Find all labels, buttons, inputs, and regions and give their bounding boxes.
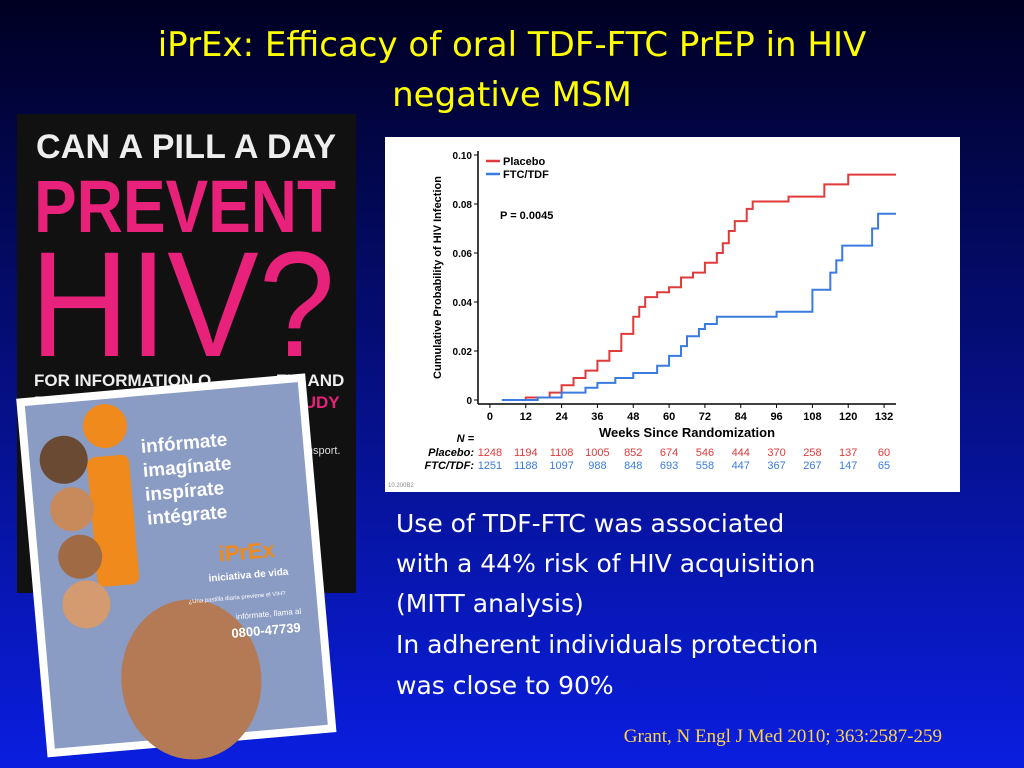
poster-text: 0800-47739: [231, 620, 301, 641]
title: iPrEx: Efficacy of oral TDF-FTC PrEP in …: [158, 25, 867, 65]
x-tick-label: 132: [875, 411, 893, 423]
body-line: In adherent individuals protection: [396, 630, 818, 659]
poster-text: FOR INFORMATION O: [34, 371, 211, 390]
risk-value: 447: [732, 460, 750, 472]
x-tick-label: 0: [487, 411, 493, 423]
body-text: Use of TDF-FTC was associated with a 44%…: [396, 509, 818, 700]
title: negative MSM: [392, 75, 632, 115]
chart: 0 0.02 0.04 0.06 0.08 0.10 0 12 24 36 48 60 72 84 96 10…: [388, 151, 896, 489]
chart-panel: [385, 137, 960, 492]
risk-value: 1005: [585, 447, 609, 459]
y-tick-label: 0: [466, 396, 472, 407]
face: [58, 534, 103, 579]
x-tick-label: 12: [520, 411, 532, 423]
poster-text: HIV?: [30, 220, 335, 388]
risk-value: 1097: [549, 460, 573, 472]
risk-value: 1251: [478, 460, 502, 472]
risk-value: 65: [878, 460, 890, 472]
risk-value: 1108: [550, 447, 574, 459]
series-line: [501, 173, 896, 401]
legend-label: Placebo: [503, 156, 545, 168]
x-axis-label: Weeks Since Randomization: [599, 425, 775, 440]
poster-logo: iPrEx: [217, 537, 276, 567]
x-tick-label: 72: [699, 411, 711, 423]
risk-value: 147: [839, 460, 857, 472]
risk-label: N =: [457, 433, 475, 445]
series-line: [501, 212, 896, 401]
citation: Grant, N Engl J Med 2010; 363:2587-259: [624, 726, 942, 747]
risk-value: 1194: [514, 447, 538, 459]
risk-value: 546: [696, 447, 714, 459]
i-dot: [82, 404, 127, 449]
x-tick-label: 96: [770, 411, 782, 423]
figure-id: 10.200B2: [388, 483, 414, 489]
x-tick-label: 48: [627, 411, 639, 423]
risk-value: 444: [732, 447, 750, 459]
risk-value: 1188: [514, 460, 538, 472]
risk-value: 693: [660, 460, 678, 472]
body-line: Use of TDF-FTC was associated: [396, 509, 784, 538]
face: [62, 580, 111, 629]
legend-label: FTC/TDF: [503, 169, 549, 181]
x-tick-label: 60: [663, 411, 675, 423]
risk-value: 988: [588, 460, 606, 472]
poster-es: infórmate imagínate inspírate intégrate …: [16, 373, 337, 760]
annotation: P = 0.0045: [500, 210, 553, 222]
x-tick-label: 36: [591, 411, 603, 423]
y-tick-label: 0.04: [453, 298, 473, 309]
risk-value: 558: [696, 460, 714, 472]
risk-value: 137: [839, 447, 857, 459]
x-tick-label: 120: [839, 411, 857, 423]
body-line: (MITT analysis): [396, 589, 584, 618]
poster-text: CAN A PILL A DAY: [36, 128, 336, 166]
body-line: was close to 90%: [396, 671, 614, 700]
risk-value: 1248: [478, 447, 502, 459]
y-tick-label: 0.06: [453, 249, 473, 260]
y-tick-label: 0.02: [453, 347, 473, 358]
risk-value: 258: [803, 447, 821, 459]
face: [121, 599, 262, 760]
body-line: with a 44% risk of HIV acquisition: [396, 549, 815, 578]
risk-value: 852: [624, 447, 642, 459]
risk-value: 848: [624, 460, 642, 472]
x-tick-label: 108: [803, 411, 821, 423]
y-tick-label: 0.10: [453, 151, 473, 162]
face: [39, 435, 88, 484]
y-axis-label: Cumulative Probability of HIV Infection: [432, 176, 444, 379]
risk-row-name: FTC/TDF:: [425, 460, 475, 472]
x-tick-label: 84: [735, 411, 748, 423]
risk-value: 674: [660, 447, 678, 459]
poster-text: PREVENT: [34, 165, 336, 248]
y-tick-label: 0.08: [453, 200, 473, 211]
risk-value: 370: [767, 447, 785, 459]
risk-value: 367: [767, 460, 785, 472]
risk-row-name: Placebo:: [428, 447, 474, 459]
risk-value: 267: [803, 460, 821, 472]
face: [50, 487, 95, 532]
x-tick-label: 24: [555, 411, 568, 423]
risk-value: 60: [878, 447, 890, 459]
